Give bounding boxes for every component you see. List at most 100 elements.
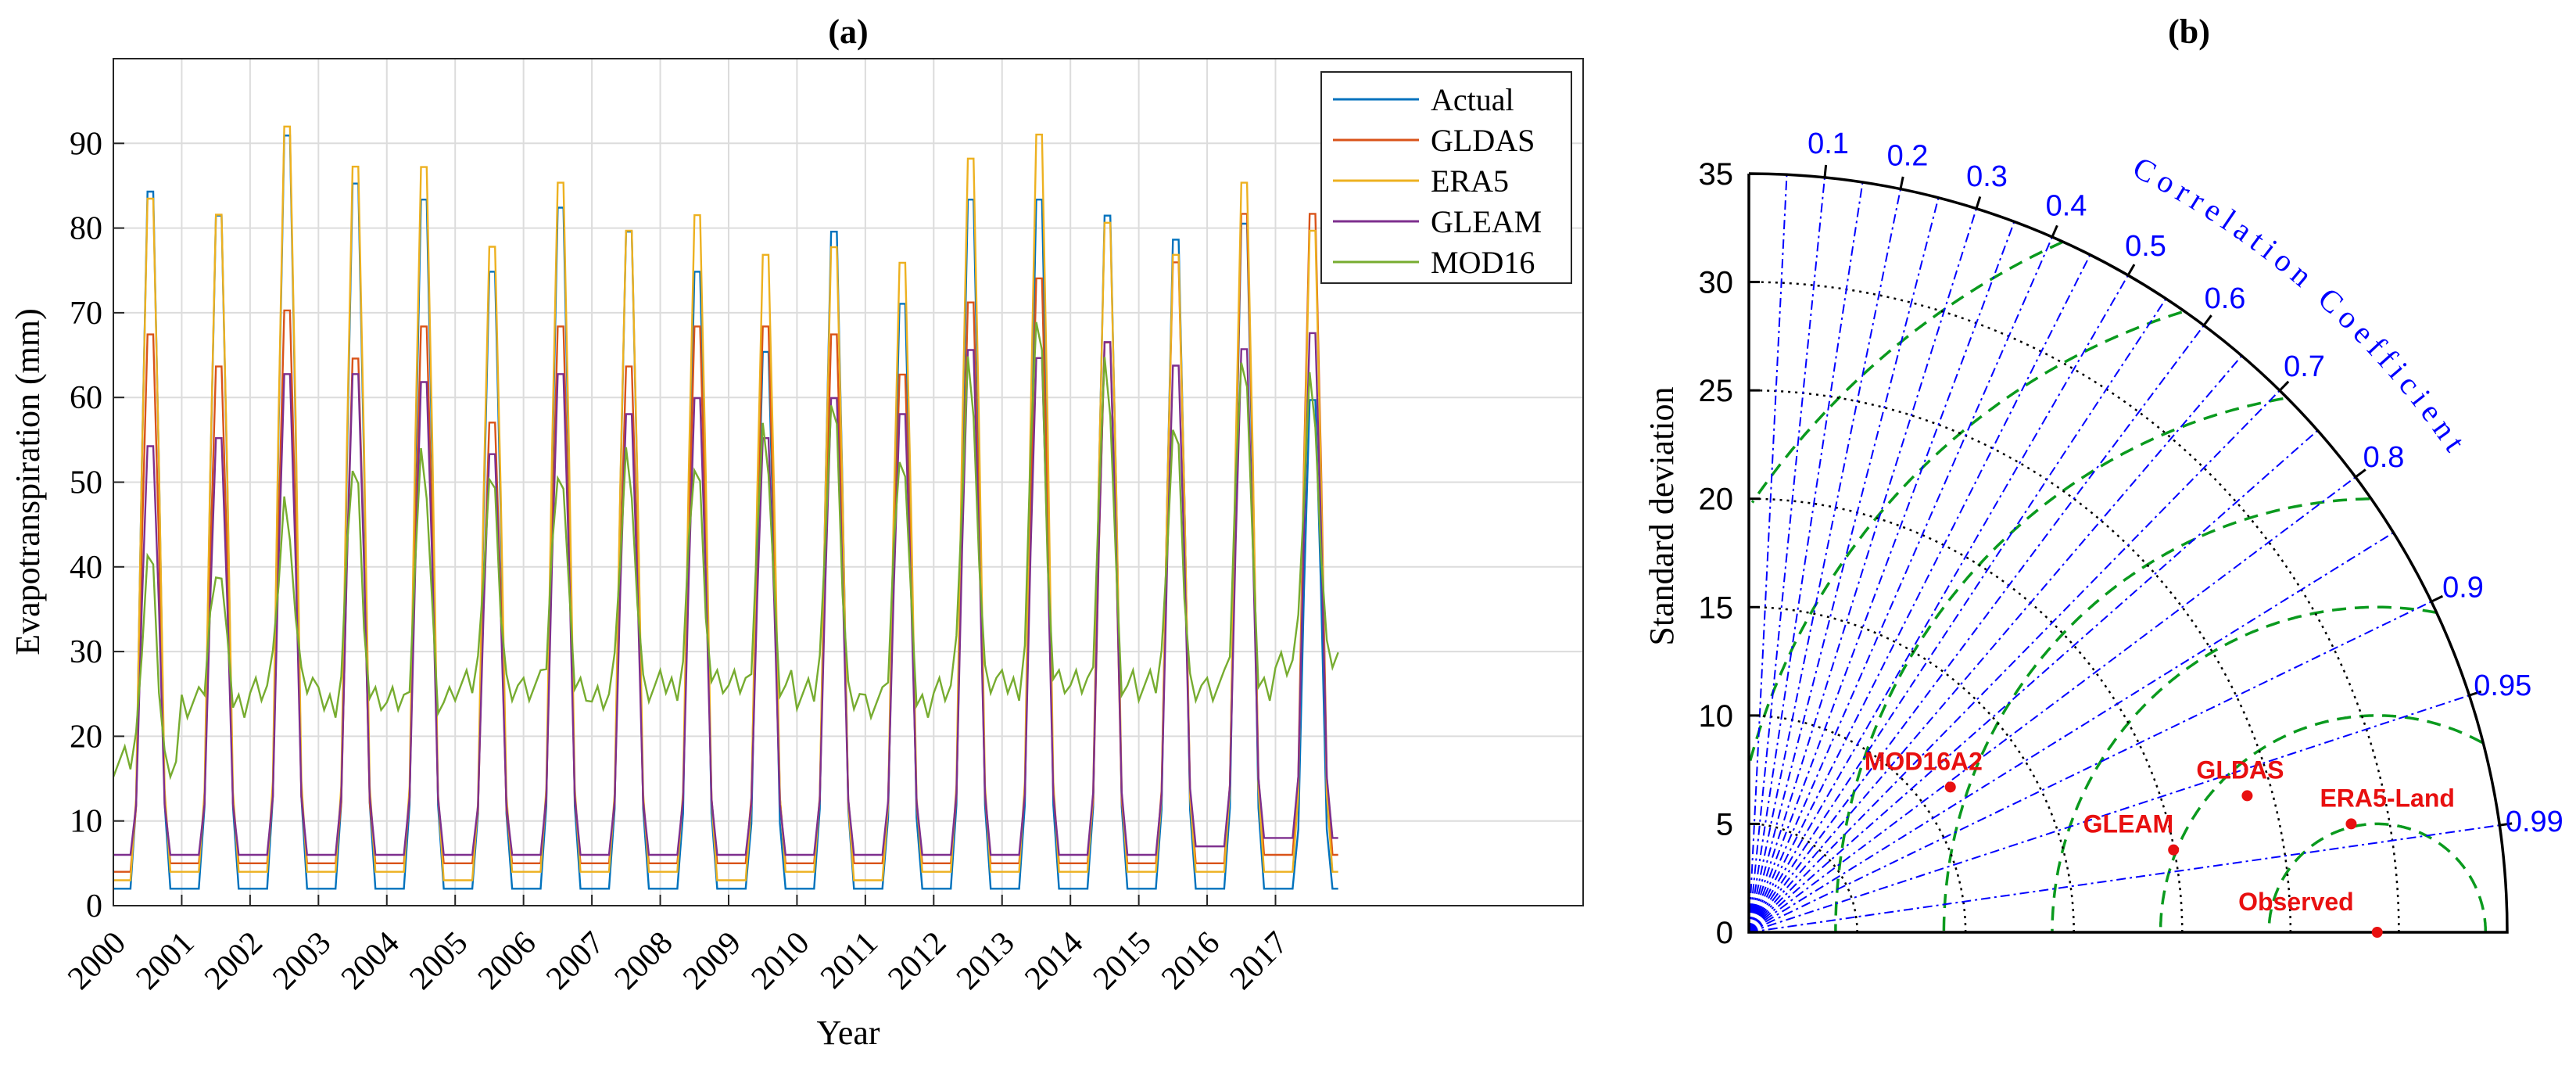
corr-tick-label: 0.4: [2046, 190, 2087, 223]
y-tick-label: 60: [70, 380, 102, 416]
std-tick-label: 20: [1699, 483, 1734, 517]
point-gleam: [2168, 844, 2180, 856]
corr-tick: [2051, 224, 2058, 238]
corr-line: [1748, 221, 2015, 933]
corr-tick-label: 0.7: [2284, 350, 2325, 383]
std-arc: [1748, 714, 1967, 933]
legend-entry: Actual: [1431, 82, 1514, 117]
std-tick-label: 15: [1699, 590, 1734, 625]
series-line-gleam: [113, 332, 1338, 856]
corr-tick: [1975, 196, 1982, 210]
y-tick-label: 20: [70, 719, 102, 755]
corr-tick: [1823, 164, 1828, 178]
std-arcs: [1748, 281, 2400, 933]
corr-line: [1748, 824, 2500, 933]
point-label: Observed: [2238, 888, 2354, 916]
std-tick-label: 35: [1699, 157, 1734, 192]
corr-tick: [2126, 264, 2136, 276]
corr-line: [1748, 254, 2091, 933]
plot-frame-a: [113, 58, 1584, 906]
corr-tick: [2499, 822, 2513, 827]
y-tick-labels-a: 0 10 20 30 40 50 60 70 80 90: [70, 126, 102, 924]
series-lines: [112, 125, 1339, 890]
point-mod16a2: [1944, 781, 1956, 793]
rms-circles: [1747, 240, 2488, 932]
std-tick-labels: 0 5 10 15 20 25 30 35: [1699, 157, 1760, 950]
corr-line: [1748, 298, 2167, 933]
corr-tick: [2355, 468, 2366, 479]
rms-circle: [1747, 310, 2183, 765]
legend-box: [1320, 71, 1572, 284]
rms-circle: [1750, 240, 2064, 504]
taylor-outline: [1747, 172, 2509, 934]
corr-line: [1748, 429, 2319, 933]
corr-line: [1748, 601, 2432, 933]
y-tick-label: 30: [70, 634, 102, 670]
point-label: GLDAS: [2196, 756, 2284, 784]
series-line-gldas: [113, 213, 1338, 873]
legend-entry: ERA5: [1431, 163, 1509, 199]
corr-tick-label: 0.9: [2442, 572, 2484, 605]
corr-line: [1748, 476, 2356, 933]
corr-tick-label: 0.99: [2506, 806, 2563, 838]
rms-circle: [2267, 822, 2488, 932]
std-tick-label: 5: [1716, 807, 1733, 842]
panel-b-label: (b): [2168, 13, 2210, 51]
corr-tick-label: 0.6: [2205, 282, 2246, 315]
point-era5-land: [2345, 818, 2357, 830]
point-label: MOD16A2: [1865, 747, 1983, 775]
model-points: Observed ERA5-Land GLDAS GLEAM MOD16A2: [1865, 747, 2455, 938]
point-label: GLEAM: [2083, 810, 2174, 838]
corr-tick-label: 0.8: [2363, 441, 2405, 474]
corr-line: [1748, 208, 1977, 933]
corr-line: [1748, 532, 2395, 933]
std-tick-label: 30: [1699, 266, 1734, 300]
corr-line: [1748, 188, 1901, 933]
y-tick-label: 90: [70, 126, 102, 162]
rms-circle: [1834, 397, 2284, 932]
std-arc: [1748, 606, 2075, 933]
y-tick-label: 80: [70, 211, 102, 247]
corr-line: [1748, 275, 2129, 933]
point-label: ERA5-Land: [2320, 784, 2454, 812]
y-tick-label: 40: [70, 550, 102, 586]
corr-tick: [1899, 176, 1904, 189]
x-axis-label-a: Year: [816, 1014, 880, 1052]
taylor-frame: [1747, 164, 2513, 934]
correlation-lines: [1748, 174, 2500, 933]
std-tick-label: 10: [1699, 699, 1734, 734]
series-line-era5: [113, 125, 1338, 881]
corr-line: [1748, 325, 2205, 933]
legend-entry: MOD16: [1431, 245, 1535, 280]
corr-line: [1748, 177, 1825, 933]
y-tick-label: 70: [70, 296, 102, 332]
corr-tick-label: 0.3: [1966, 160, 2008, 193]
corr-line: [1748, 174, 1788, 933]
corr-tick: [2431, 594, 2444, 603]
series-line-mod16: [112, 321, 1339, 781]
corr-line: [1748, 389, 2280, 933]
std-arc: [1748, 497, 2184, 933]
y-tick-label: 10: [70, 804, 102, 840]
legend-entry: GLDAS: [1431, 123, 1535, 158]
corr-line: [1748, 355, 2243, 933]
std-tick-label: 25: [1699, 374, 1734, 408]
corr-tick: [2202, 314, 2212, 326]
corr-tick: [2278, 380, 2290, 392]
corr-line: [1748, 181, 1864, 933]
y-tick-label: 50: [70, 465, 102, 501]
point-observed: [2371, 927, 2383, 938]
rms-circle: [2051, 605, 2437, 932]
corr-tick-label: 0.1: [1807, 127, 1849, 160]
y-tick-label: 0: [86, 888, 102, 924]
corr-tick: [2469, 690, 2482, 697]
legend-entry: GLEAM: [1431, 204, 1542, 239]
std-tick-label: 0: [1716, 916, 1733, 950]
rms-circle: [2159, 714, 2483, 932]
legend-a: Actual GLDAS ERA5 GLEAM MOD16: [1320, 71, 1572, 284]
corr-tick-label: 0.95: [2474, 669, 2531, 702]
y-axis-label-a: Evapotranspiration (mm): [9, 308, 47, 655]
corr-tick-label: 0.2: [1887, 140, 1929, 173]
corr-line: [1748, 236, 2053, 933]
